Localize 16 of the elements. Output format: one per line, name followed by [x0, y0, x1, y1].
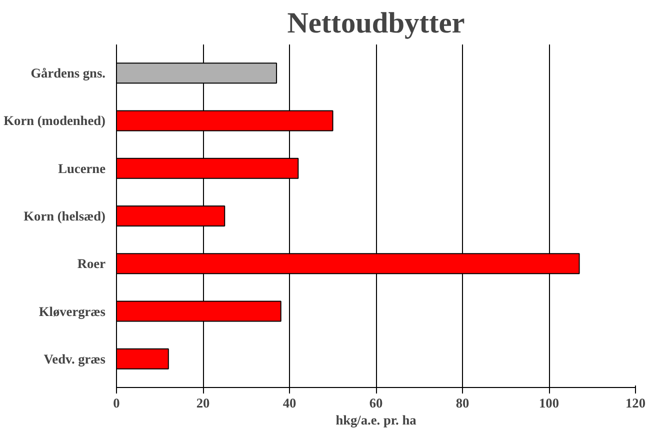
x-tick-label: 20: [196, 396, 210, 410]
x-tick-label: 40: [282, 396, 296, 410]
x-tick-label: 60: [369, 396, 383, 410]
x-tick-label: 100: [539, 396, 560, 410]
y-tick-label: Vedv. græs: [44, 351, 106, 366]
chart-title: Nettoudbytter: [287, 8, 465, 40]
y-tick-label: Kløvergræs: [38, 304, 106, 319]
x-axis-title: hkg/a.e. pr. ha: [336, 412, 417, 428]
y-tick-label: Korn (modenhed): [4, 113, 106, 128]
y-tick-label: Korn (helsæd): [24, 208, 106, 224]
y-tick-label: Lucerne: [58, 160, 106, 176]
x-tick-label: 0: [113, 396, 120, 410]
x-tick-label: 120: [626, 396, 646, 410]
x-tick-label: 80: [456, 396, 470, 410]
y-tick-label: Gårdens gns.: [30, 66, 106, 81]
y-tick-label: Roer: [77, 256, 106, 272]
